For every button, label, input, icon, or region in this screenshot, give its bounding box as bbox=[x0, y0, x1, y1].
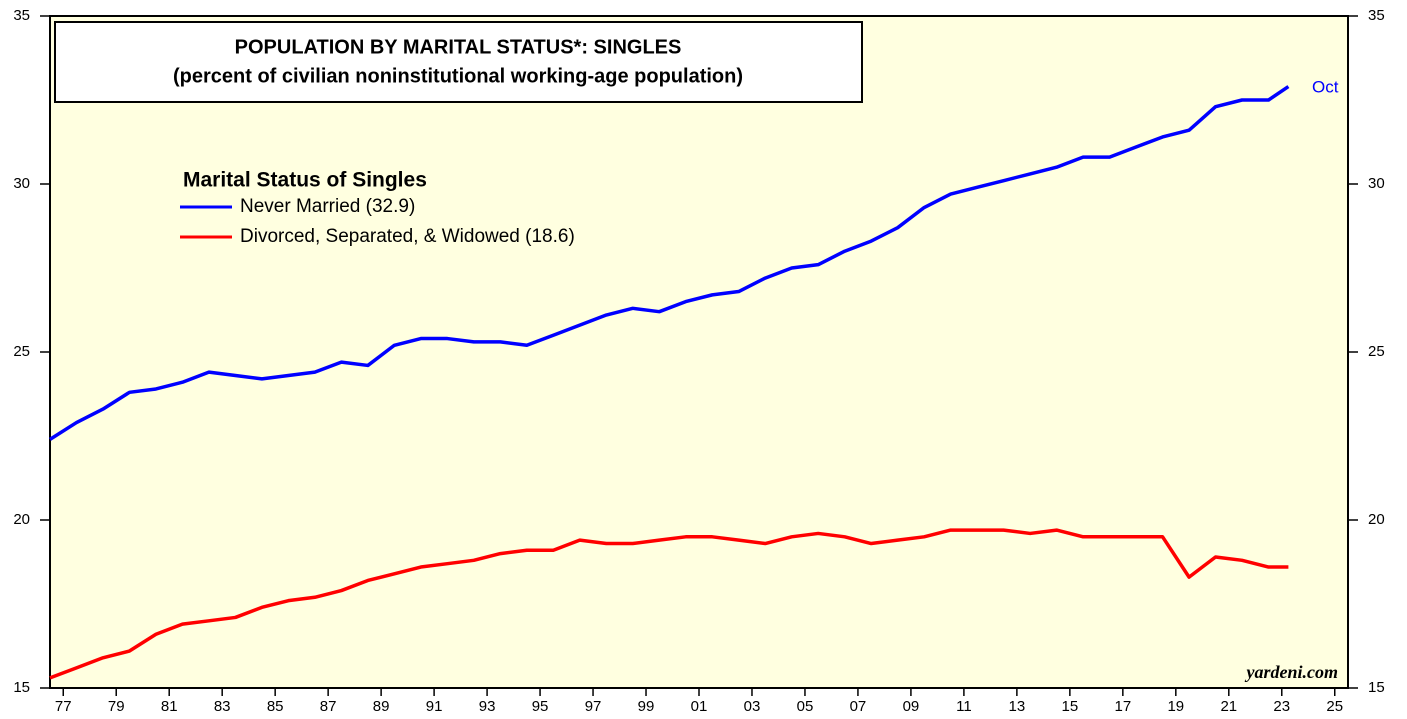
y2-tick-label: 25 bbox=[1368, 343, 1385, 360]
legend-label: Never Married (32.9) bbox=[240, 196, 415, 217]
x-tick-label: 19 bbox=[1167, 698, 1184, 715]
x-tick-label: 77 bbox=[55, 698, 72, 715]
x-tick-label: 83 bbox=[214, 698, 231, 715]
x-tick-label: 05 bbox=[797, 698, 814, 715]
y2-tick-label: 15 bbox=[1368, 679, 1385, 696]
x-tick-label: 17 bbox=[1114, 698, 1131, 715]
x-tick-label: 23 bbox=[1273, 698, 1290, 715]
x-tick-label: 25 bbox=[1326, 698, 1343, 715]
legend-title: Marital Status of Singles bbox=[183, 169, 427, 192]
x-tick-label: 81 bbox=[161, 698, 178, 715]
x-tick-label: 89 bbox=[373, 698, 390, 715]
x-tick-label: 03 bbox=[744, 698, 761, 715]
x-tick-label: 85 bbox=[267, 698, 284, 715]
chart-subtitle: (percent of civilian noninstitutional wo… bbox=[173, 65, 743, 87]
y-tick-label: 30 bbox=[13, 175, 30, 192]
y2-tick-label: 35 bbox=[1368, 7, 1385, 24]
x-tick-label: 15 bbox=[1062, 698, 1079, 715]
chart-title: POPULATION BY MARITAL STATUS*: SINGLES bbox=[235, 36, 682, 58]
x-tick-label: 01 bbox=[691, 698, 708, 715]
x-tick-label: 99 bbox=[638, 698, 655, 715]
x-tick-label: 11 bbox=[956, 698, 972, 715]
y-tick-label: 20 bbox=[13, 511, 30, 528]
x-tick-label: 79 bbox=[108, 698, 125, 715]
y-tick-label: 35 bbox=[13, 7, 30, 24]
annotation: Oct bbox=[1312, 77, 1339, 96]
series-line bbox=[49, 528, 1289, 680]
x-tick-label: 09 bbox=[903, 698, 920, 715]
y2-tick-label: 30 bbox=[1368, 175, 1385, 192]
y-tick-label: 25 bbox=[13, 343, 30, 360]
x-tick-label: 13 bbox=[1009, 698, 1026, 715]
legend-label: Divorced, Separated, & Widowed (18.6) bbox=[240, 226, 575, 247]
plot-area bbox=[49, 15, 1349, 689]
x-tick-label: 91 bbox=[426, 698, 443, 715]
x-tick-label: 07 bbox=[850, 698, 867, 715]
series-line bbox=[49, 85, 1290, 441]
x-tick-label: 21 bbox=[1220, 698, 1237, 715]
y-tick-label: 15 bbox=[13, 679, 30, 696]
source: yardeni.com bbox=[1245, 662, 1339, 682]
x-tick-label: 95 bbox=[532, 698, 549, 715]
x-tick-label: 93 bbox=[479, 698, 496, 715]
x-tick-label: 87 bbox=[320, 698, 337, 715]
title-box bbox=[54, 21, 863, 103]
x-tick-label: 97 bbox=[585, 698, 602, 715]
y2-tick-label: 20 bbox=[1368, 511, 1385, 528]
